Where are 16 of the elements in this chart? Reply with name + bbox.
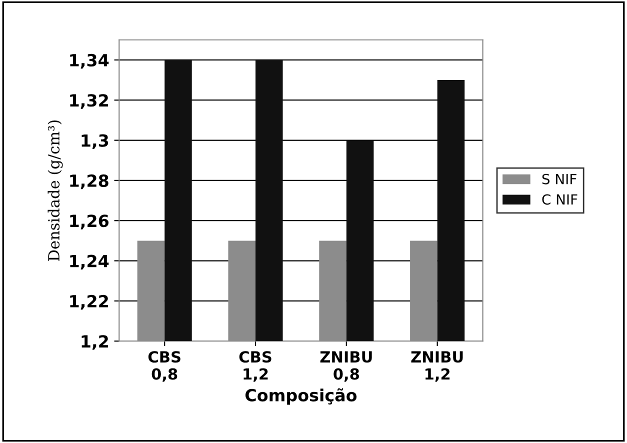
y-tick-label: 1,22 bbox=[70, 294, 108, 310]
y-axis-title: Densidade (g/cm³) bbox=[48, 120, 63, 261]
legend-label: S NIF bbox=[542, 174, 576, 184]
x-tick-label: ZNIBU 0,8 bbox=[320, 351, 372, 382]
y-tick-label: 1,28 bbox=[70, 174, 108, 190]
x-axis-title: Composição bbox=[245, 388, 357, 405]
y-tick-label: 1,26 bbox=[70, 214, 109, 230]
x-tick-label: CBS 1,2 bbox=[239, 351, 272, 382]
x-tick-label: CBS 0,8 bbox=[148, 351, 180, 382]
y-tick-label: 1,32 bbox=[70, 94, 108, 109]
y-tick-label: 1,3 bbox=[82, 134, 108, 149]
legend-label: C NIF bbox=[542, 194, 578, 205]
x-tick-label: ZNIBU 1,2 bbox=[411, 351, 463, 382]
y-tick-label: 1,2 bbox=[82, 335, 108, 350]
y-tick-label: 1,24 bbox=[70, 254, 109, 270]
y-tick-label: 1,34 bbox=[70, 54, 109, 69]
